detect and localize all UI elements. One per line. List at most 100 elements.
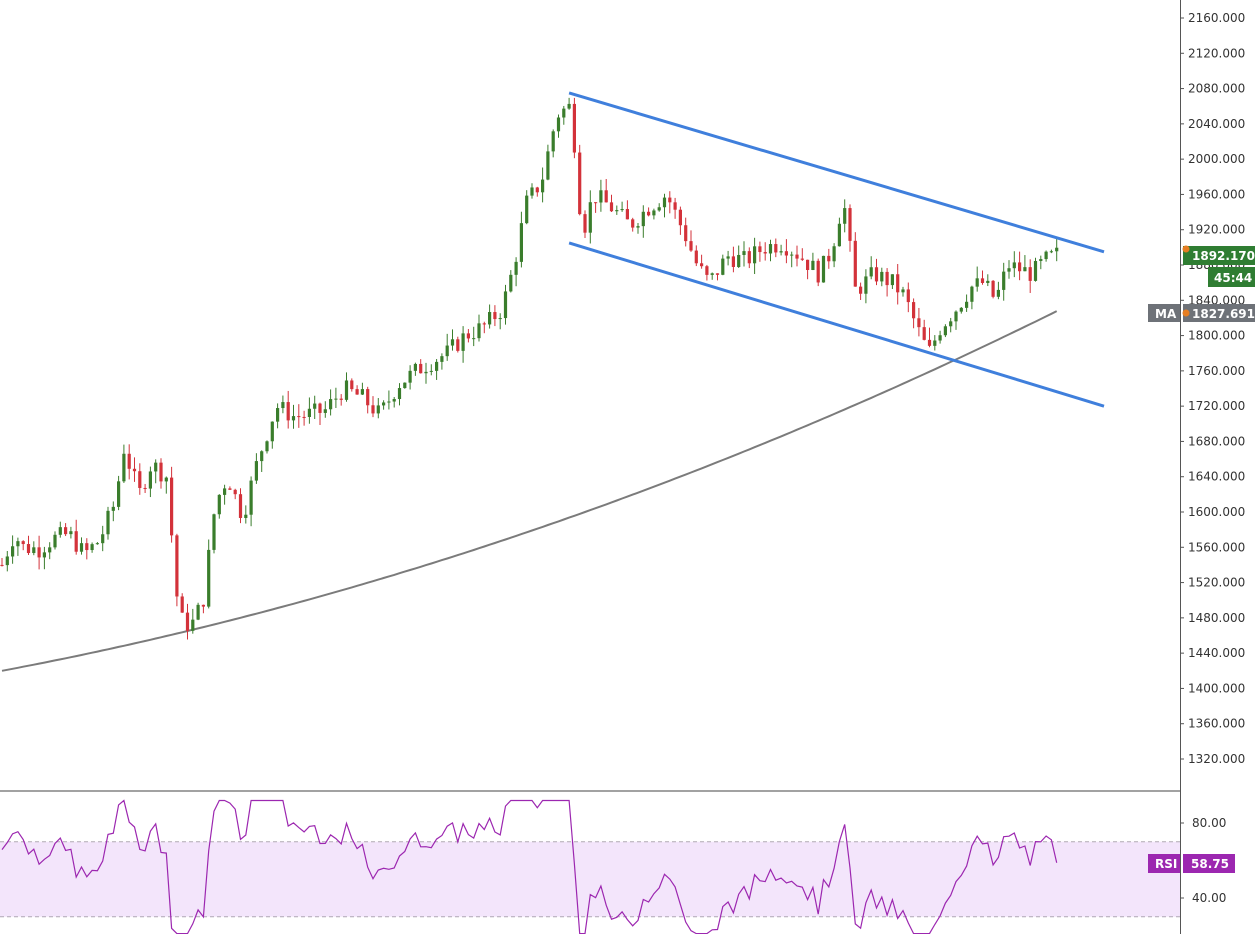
candle-body bbox=[811, 260, 815, 270]
candle-body bbox=[74, 531, 78, 552]
candle-body bbox=[376, 405, 380, 414]
candle-body bbox=[975, 278, 979, 287]
candle-body bbox=[684, 225, 688, 242]
candle-body bbox=[212, 514, 216, 550]
channel-layer[interactable] bbox=[568, 91, 1105, 408]
candle-body bbox=[535, 187, 539, 193]
price-axis-tick-label: 1680.000 bbox=[1188, 434, 1245, 448]
ma-value-badge-bg bbox=[1183, 304, 1255, 322]
price-badge-bg bbox=[1183, 246, 1255, 265]
price-badge[interactable]: 1892.170 45:44 bbox=[1182, 245, 1256, 288]
candle-body bbox=[859, 286, 863, 294]
candle-body bbox=[323, 409, 327, 413]
candle-body bbox=[657, 207, 661, 211]
candle-body bbox=[503, 291, 508, 319]
candle-body bbox=[270, 421, 274, 442]
candle-body bbox=[1018, 262, 1022, 272]
candle-body bbox=[307, 408, 311, 417]
candle-body bbox=[583, 214, 587, 233]
candle-body bbox=[980, 278, 985, 283]
candle-body bbox=[541, 179, 545, 193]
candle-body bbox=[959, 307, 963, 312]
moving-average-layer bbox=[1, 310, 1058, 672]
candle-body bbox=[344, 380, 349, 400]
candle-body bbox=[21, 541, 25, 545]
candle-body bbox=[917, 318, 921, 328]
price-axis-tick-label: 2120.000 bbox=[1188, 46, 1245, 60]
countdown-badge-bg bbox=[1208, 267, 1255, 287]
candle-body bbox=[996, 289, 1000, 297]
candle-body bbox=[556, 117, 561, 132]
price-axis-tick-label: 1360.000 bbox=[1188, 717, 1245, 731]
candle-body bbox=[662, 197, 667, 208]
candle-body bbox=[694, 250, 698, 264]
candle-body bbox=[493, 312, 497, 320]
candle-body bbox=[726, 256, 730, 259]
candle-body bbox=[795, 254, 799, 259]
candle-body bbox=[1039, 259, 1043, 261]
candle-body bbox=[435, 361, 439, 371]
candle-body bbox=[636, 226, 640, 228]
candle-body bbox=[869, 267, 873, 277]
candle-body bbox=[800, 258, 804, 260]
channel-lower-line[interactable] bbox=[568, 241, 1105, 408]
ma-badge[interactable]: MA 1827.691 bbox=[1148, 304, 1255, 322]
candle-body bbox=[514, 261, 518, 275]
candle-body bbox=[615, 210, 619, 212]
candle-body bbox=[26, 544, 31, 554]
candle-body bbox=[254, 461, 258, 481]
candle-body bbox=[922, 327, 926, 340]
candle-body bbox=[201, 604, 205, 607]
price-pane[interactable] bbox=[0, 91, 1105, 672]
candle-body bbox=[965, 301, 969, 308]
price-axis[interactable]: 2160.000 2120.000 2080.000 2040.000 2000.000… bbox=[1180, 0, 1245, 934]
candle-body bbox=[768, 244, 773, 254]
candle-body bbox=[329, 399, 333, 410]
candle-body bbox=[625, 209, 629, 220]
candle-body bbox=[488, 312, 492, 325]
rsi-name-badge-bg bbox=[1148, 854, 1180, 873]
candle-body bbox=[1002, 271, 1006, 290]
candle-body bbox=[58, 527, 62, 535]
price-axis-tick-label: 1640.000 bbox=[1188, 470, 1245, 484]
candle-body bbox=[482, 323, 486, 325]
candle-body bbox=[392, 399, 396, 402]
candle-body bbox=[408, 370, 412, 383]
candle-body bbox=[1044, 251, 1048, 260]
price-axis-tick-label: 1440.000 bbox=[1188, 646, 1245, 660]
rsi-pane[interactable] bbox=[0, 799, 1180, 934]
candle-body bbox=[588, 202, 592, 233]
candle-body bbox=[397, 388, 402, 400]
candle-body bbox=[249, 480, 253, 515]
candle-body bbox=[652, 210, 656, 216]
candle-body bbox=[313, 403, 317, 409]
candle-body bbox=[843, 208, 847, 224]
candle-body bbox=[763, 252, 767, 254]
price-axis-tick-label: 1480.000 bbox=[1188, 611, 1245, 625]
candle-body bbox=[890, 274, 894, 286]
price-axis-tick-label: 1760.000 bbox=[1188, 364, 1245, 378]
candle-body bbox=[0, 564, 4, 566]
candle-body bbox=[1012, 262, 1016, 269]
rsi-axis-tick-label: 80.00 bbox=[1192, 816, 1226, 830]
candle-body bbox=[837, 223, 841, 247]
candle-body bbox=[578, 152, 582, 215]
candle-body bbox=[832, 246, 836, 262]
current-price-label: 1892.170 bbox=[1192, 249, 1255, 263]
candle-body bbox=[498, 318, 502, 320]
candle-body bbox=[244, 514, 248, 518]
price-axis-tick-label: 2000.000 bbox=[1188, 152, 1245, 166]
rsi-badge[interactable]: RSI 58.75 bbox=[1148, 854, 1235, 873]
channel-upper-line[interactable] bbox=[568, 91, 1105, 254]
candle-body bbox=[382, 402, 386, 406]
candle-body bbox=[970, 286, 974, 302]
candle-body bbox=[567, 103, 571, 109]
candle-body bbox=[821, 255, 826, 283]
candle-body bbox=[986, 280, 990, 283]
price-axis-tick-label: 1520.000 bbox=[1188, 576, 1245, 590]
candle-body bbox=[403, 382, 407, 389]
candle-body bbox=[933, 340, 937, 346]
candle-body bbox=[604, 190, 608, 203]
candle-body bbox=[101, 534, 105, 544]
